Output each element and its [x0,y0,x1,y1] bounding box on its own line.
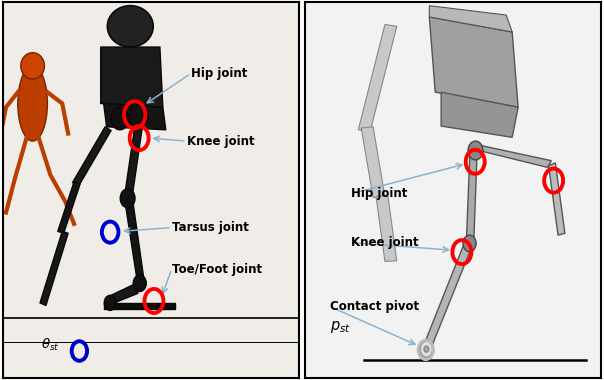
Circle shape [104,295,116,310]
Text: Knee joint: Knee joint [187,135,254,147]
Circle shape [129,105,148,129]
Polygon shape [72,127,111,186]
Polygon shape [361,127,385,198]
Circle shape [420,341,433,358]
Polygon shape [423,240,473,349]
Polygon shape [376,196,397,261]
Polygon shape [101,47,163,107]
Circle shape [120,189,135,208]
Polygon shape [466,147,477,244]
Polygon shape [104,103,166,130]
Circle shape [133,275,146,291]
Text: Hip joint: Hip joint [351,187,407,200]
Polygon shape [429,6,512,32]
Polygon shape [429,17,518,107]
Ellipse shape [18,66,48,141]
Text: $\theta_{st}$: $\theta_{st}$ [42,337,60,353]
Text: Knee joint: Knee joint [351,236,419,249]
Polygon shape [441,92,518,137]
Polygon shape [58,182,80,233]
Text: Toe/Foot joint: Toe/Foot joint [172,263,262,276]
Text: Contact pivot: Contact pivot [330,300,419,313]
Polygon shape [109,282,138,305]
Text: Tarsus joint: Tarsus joint [172,221,249,234]
Circle shape [111,107,129,130]
Polygon shape [358,24,397,132]
Polygon shape [474,145,551,168]
Circle shape [424,346,429,352]
Ellipse shape [21,53,45,79]
Polygon shape [40,231,68,306]
Ellipse shape [108,6,153,47]
Polygon shape [548,163,565,235]
Polygon shape [104,303,175,309]
Text: $p_{st}$: $p_{st}$ [330,319,351,335]
Text: Hip joint: Hip joint [191,67,247,80]
Circle shape [463,235,476,252]
Circle shape [468,141,483,160]
Polygon shape [124,194,144,284]
Polygon shape [124,127,142,200]
